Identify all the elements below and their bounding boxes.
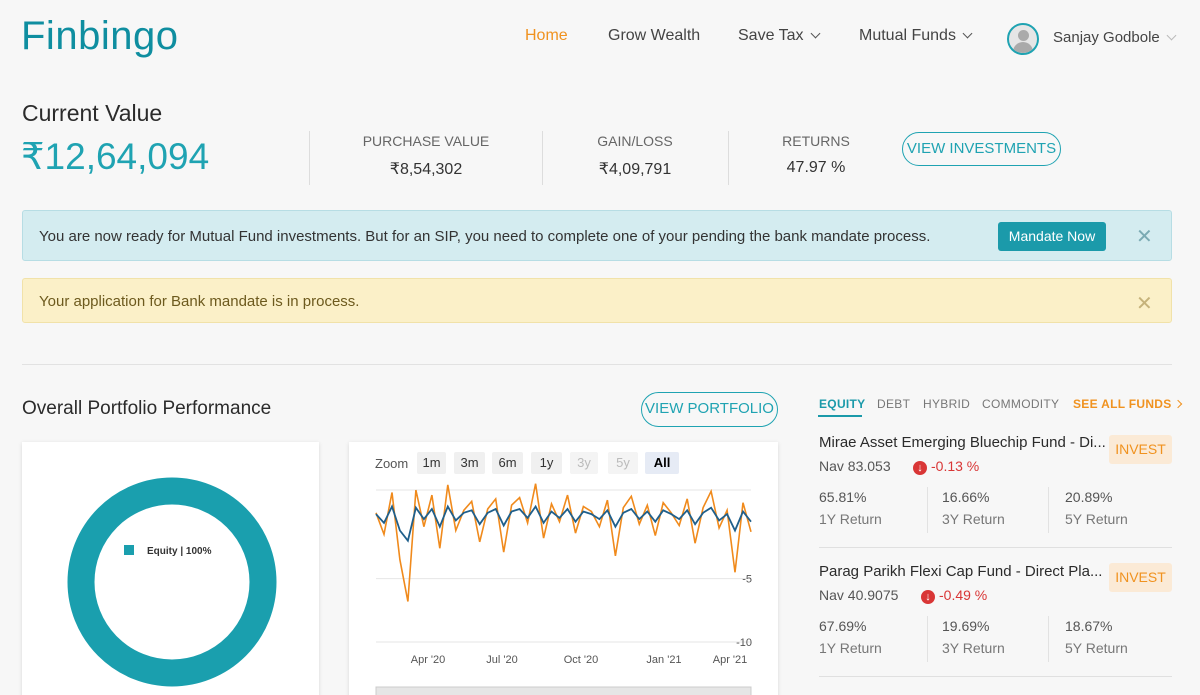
return-5y-value: 20.89%	[1065, 489, 1113, 505]
current-value-label: Current Value	[22, 100, 163, 126]
chevron-down-icon	[810, 28, 820, 39]
donut-slice-equity	[67, 477, 277, 687]
performance-line-chart: -5 -10 Apr '20 Jul '20 Oct '20 Jan '21 Apr '21	[375, 483, 752, 695]
see-all-funds-link[interactable]: SEE ALL FUNDS	[1073, 397, 1182, 411]
return-3y-value: 19.69%	[942, 618, 990, 634]
fund-nav: Nav 83.053	[819, 458, 891, 474]
nav-mutual-funds[interactable]: Mutual Funds	[859, 27, 973, 45]
view-portfolio-button[interactable]: VIEW PORTFOLIO	[641, 392, 778, 427]
return-5y-value: 18.67%	[1065, 618, 1113, 634]
portfolio-performance-title: Overall Portfolio Performance	[22, 398, 272, 419]
fund-name[interactable]: Parag Parikh Flexi Cap Fund - Direct Pla…	[819, 563, 1103, 580]
x-tick-label: Apr '21	[713, 654, 748, 666]
fund-change: ↓ -0.49 %	[921, 587, 987, 604]
chevron-down-icon	[962, 28, 973, 39]
purchase-value: ₹8,54,302	[389, 161, 463, 178]
x-tick-label: Jul '20	[486, 654, 517, 666]
fund-change-value: -0.49 %	[939, 587, 988, 603]
fund-change: ↓ -0.13 %	[913, 458, 979, 475]
tab-equity[interactable]: EQUITY	[819, 397, 866, 411]
returns-label: RETURNS	[782, 133, 850, 149]
mandate-info-alert: You are now ready for Mutual Fund invest…	[22, 210, 1172, 261]
divider	[1048, 487, 1049, 533]
return-1y-value: 65.81%	[819, 489, 867, 505]
current-value: ₹12,64,094	[21, 136, 210, 177]
divider	[927, 616, 928, 662]
user-avatar-icon[interactable]	[1007, 23, 1039, 55]
x-tick-label: Jan '21	[646, 654, 681, 666]
active-tab-indicator	[818, 415, 862, 417]
chevron-down-icon	[1166, 30, 1177, 41]
nav-save-tax[interactable]: Save Tax	[738, 27, 820, 45]
zoom-all-button[interactable]: All	[645, 452, 679, 474]
close-icon[interactable]: ✕	[1136, 226, 1153, 248]
invest-button[interactable]: INVEST	[1109, 435, 1172, 464]
allocation-donut-chart: Equity | 100%	[67, 477, 277, 687]
series-line-2	[375, 504, 752, 543]
user-name: Sanjay Godbole	[1053, 29, 1160, 46]
zoom-3y-button[interactable]: 3y	[570, 452, 598, 474]
returns-value: 47.97 %	[786, 159, 846, 176]
fund-nav: Nav 40.9075	[819, 587, 899, 603]
series-line-1	[375, 483, 752, 602]
gain-loss-value: ₹4,09,791	[598, 161, 672, 178]
return-3y-label: 3Y Return	[942, 640, 1005, 656]
divider	[819, 547, 1172, 548]
arrow-down-icon: ↓	[913, 461, 927, 475]
divider	[728, 131, 729, 185]
x-tick-label: Apr '20	[411, 654, 446, 666]
divider	[927, 487, 928, 533]
divider	[819, 676, 1172, 677]
y-tick-label: -10	[736, 637, 752, 649]
return-1y-value: 67.69%	[819, 618, 867, 634]
return-3y-label: 3Y Return	[942, 511, 1005, 527]
chart-navigator-scrollbar[interactable]	[375, 686, 752, 695]
invest-button[interactable]: INVEST	[1109, 563, 1172, 592]
return-5y-label: 5Y Return	[1065, 511, 1128, 527]
allocation-card: Equity | 100%	[22, 442, 319, 695]
alert-message: You are now ready for Mutual Fund invest…	[39, 228, 931, 245]
user-menu[interactable]: Sanjay Godbole	[1053, 29, 1177, 46]
return-5y-label: 5Y Return	[1065, 640, 1128, 656]
view-investments-button[interactable]: VIEW INVESTMENTS	[902, 132, 1061, 166]
legend-swatch-equity	[124, 545, 134, 555]
zoom-3m-button[interactable]: 3m	[454, 452, 485, 474]
tab-commodity[interactable]: COMMODITY	[982, 397, 1060, 411]
arrow-down-icon: ↓	[921, 590, 935, 604]
purchase-value-label: PURCHASE VALUE	[362, 133, 490, 149]
finbingo-logo[interactable]: Finbingo	[21, 14, 179, 58]
zoom-1m-button[interactable]: 1m	[417, 452, 446, 474]
zoom-6m-button[interactable]: 6m	[492, 452, 523, 474]
nav-grow-wealth[interactable]: Grow Wealth	[608, 27, 701, 44]
alert-message: Your application for Bank mandate is in …	[39, 293, 360, 310]
divider	[542, 131, 543, 185]
close-icon[interactable]: ✕	[1136, 293, 1153, 315]
divider	[22, 364, 1172, 365]
mandate-status-alert: Your application for Bank mandate is in …	[22, 278, 1172, 323]
legend-label-equity: Equity | 100%	[147, 546, 212, 557]
see-all-funds-label: SEE ALL FUNDS	[1073, 397, 1172, 411]
chevron-right-icon	[1173, 399, 1182, 409]
y-tick-label: -5	[742, 574, 752, 586]
nav-mutual-funds-label: Mutual Funds	[859, 27, 956, 44]
tab-debt[interactable]: DEBT	[877, 397, 911, 411]
zoom-5y-button[interactable]: 5y	[608, 452, 638, 474]
mandate-now-button[interactable]: Mandate Now	[998, 222, 1106, 251]
performance-chart-card: Zoom 1m 3m 6m 1y 3y 5y All -5 -10 Apr '20 J…	[349, 442, 778, 695]
fund-change-value: -0.13 %	[931, 458, 980, 474]
fund-name[interactable]: Mirae Asset Emerging Bluechip Fund - Di.…	[819, 434, 1106, 451]
zoom-label: Zoom	[375, 456, 409, 471]
x-tick-label: Oct '20	[564, 654, 599, 666]
return-1y-label: 1Y Return	[819, 640, 882, 656]
nav-save-tax-label: Save Tax	[738, 27, 804, 44]
divider	[309, 131, 310, 185]
return-3y-value: 16.66%	[942, 489, 990, 505]
tab-hybrid[interactable]: HYBRID	[923, 397, 971, 411]
divider	[1048, 616, 1049, 662]
zoom-1y-button[interactable]: 1y	[531, 452, 562, 474]
nav-home[interactable]: Home	[525, 27, 568, 44]
return-1y-label: 1Y Return	[819, 511, 882, 527]
gain-loss-label: GAIN/LOSS	[597, 133, 673, 149]
